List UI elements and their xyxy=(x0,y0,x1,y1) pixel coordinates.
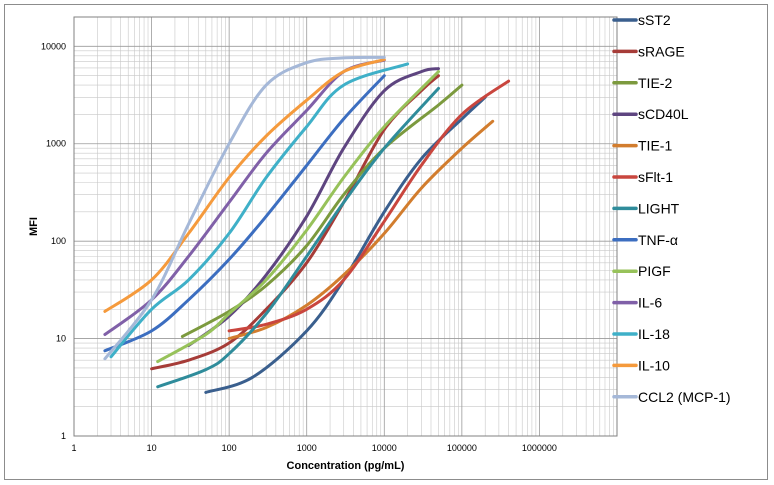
legend-label-tie-1: TIE-1 xyxy=(638,138,672,154)
major-gridlines xyxy=(73,17,617,437)
y-tick-label: 10 xyxy=(56,334,66,344)
y-tick-label: 1 xyxy=(61,431,66,441)
series-lines xyxy=(103,55,511,394)
x-tick-label: 100 xyxy=(222,443,237,453)
y-axis-title: MFI xyxy=(28,217,40,236)
legend-label-il-10: IL-10 xyxy=(638,357,670,373)
x-tick-label: 100000 xyxy=(447,443,477,453)
y-axis-tick-labels: 1 10 100 1000 10000 xyxy=(41,41,66,441)
legend-label-sst2: sST2 xyxy=(638,12,671,28)
series-line-light xyxy=(156,86,440,389)
x-tick-label: 10 xyxy=(147,443,157,453)
legend-label-sflt-1: sFlt-1 xyxy=(638,169,673,185)
chart-frame xyxy=(4,4,768,480)
legend-label-tie-2: TIE-2 xyxy=(638,75,672,91)
series-line-scd40l xyxy=(187,67,440,347)
series-line-pigf xyxy=(156,70,440,364)
series-line-tie-1 xyxy=(227,119,495,341)
series-line-sst2 xyxy=(204,95,487,394)
x-tick-label: 1000 xyxy=(297,443,317,453)
legend: sST2 sRAGE TIE-2 sCD40L TIE-1 sFlt-1 LIGHT TNF-… xyxy=(612,12,731,405)
series-line-ccl2-mcp-1 xyxy=(103,55,386,361)
legend-label-tnf: TNF-α xyxy=(638,232,678,248)
legend-label-light: LIGHT xyxy=(638,200,680,216)
x-axis-title: Concentration (pg/mL) xyxy=(287,460,405,472)
minor-gridlines xyxy=(74,16,617,436)
y-tick-label: 1000 xyxy=(46,139,66,149)
legend-label-il-18: IL-18 xyxy=(638,326,670,342)
legend-label-ccl2-mcp-1: CCL2 (MCP-1) xyxy=(638,389,731,405)
plot-area-border xyxy=(73,16,618,437)
y-tick-label: 10000 xyxy=(41,41,66,51)
x-tick-label: 1000000 xyxy=(522,443,557,453)
legend-label-srage: sRAGE xyxy=(638,43,685,59)
x-tick-label: 10000 xyxy=(372,443,397,453)
x-axis-tick-labels: 1 10 100 1000 10000 100000 1000000 xyxy=(71,443,556,453)
series-line-tnf xyxy=(103,74,386,353)
series-line-sflt-1 xyxy=(227,79,511,333)
series-line-il-18 xyxy=(109,62,410,359)
y-tick-label: 100 xyxy=(51,236,66,246)
x-tick-label: 1 xyxy=(71,443,76,453)
legend-label-scd40l: sCD40L xyxy=(638,106,689,122)
legend-label-pigf: PIGF xyxy=(638,263,671,279)
series-line-il-10 xyxy=(103,58,386,313)
legend-label-il-6: IL-6 xyxy=(638,295,662,311)
